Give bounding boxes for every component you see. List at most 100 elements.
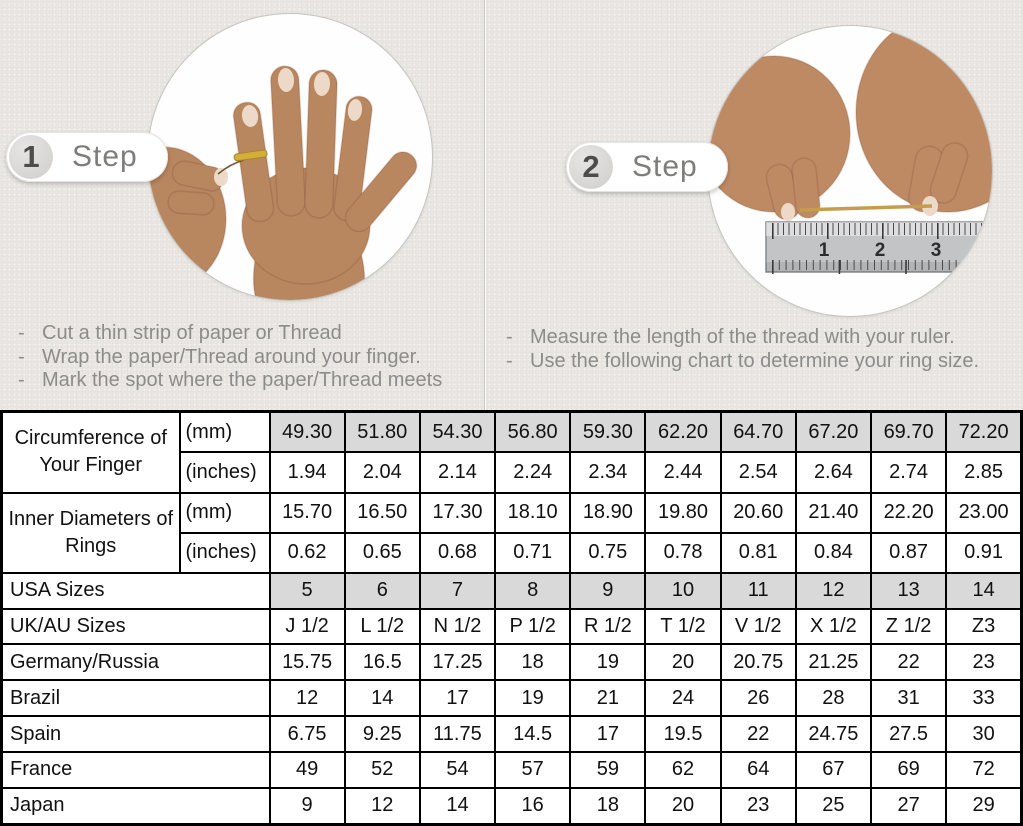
ruler-number: 1 (819, 240, 830, 261)
size-value: 20 (644, 643, 722, 682)
size-value: 28 (794, 679, 873, 718)
size-value: 9 (268, 786, 346, 826)
size-value: 24.75 (794, 715, 873, 754)
size-value: 27 (869, 786, 948, 826)
size-value: 23.00 (945, 491, 1023, 534)
size-value: 22 (869, 643, 948, 682)
row-label: USA Sizes (0, 571, 271, 610)
row-group-label: Circumference of Your Finger (0, 410, 181, 494)
size-value: 13 (869, 571, 948, 610)
bullet-dash: - (18, 345, 25, 368)
size-value: 14.5 (494, 715, 572, 754)
bullet-dash: - (18, 369, 25, 391)
size-value: 11 (719, 571, 797, 610)
size-value: 9 (569, 571, 647, 610)
table-row: (inches) 1.94 2.04 2.14 2.24 2.34 2.44 2.54 2.64… (2, 451, 1023, 494)
size-value: 20.60 (719, 491, 797, 534)
size-value: 8 (494, 571, 572, 610)
step2-label: Step (632, 150, 698, 183)
size-value: 59.30 (569, 410, 647, 454)
step1-label: Step (72, 140, 138, 173)
hands-measuring-ruler-illustration: 1 2 3 (708, 26, 992, 274)
size-value: 18 (569, 786, 647, 826)
hand-with-ring-illustration (148, 65, 418, 300)
unit-label: (inches) (178, 531, 271, 574)
size-value: 27.5 (869, 715, 948, 754)
size-value: 14 (418, 786, 497, 826)
size-value: 1.94 (268, 451, 346, 494)
size-value: 51.80 (343, 410, 421, 454)
size-value: 24 (644, 679, 722, 718)
size-value: 2.14 (418, 451, 497, 494)
size-value: 0.84 (794, 531, 873, 574)
size-value: 62 (644, 751, 722, 789)
size-value: 69.70 (869, 410, 948, 454)
row-label: Germany/Russia (0, 643, 271, 682)
size-value: 14 (343, 679, 421, 718)
step2-badge: 2 Step (566, 142, 728, 192)
size-value: 31 (869, 679, 948, 718)
row-group-label: Inner Diameters of Rings (0, 491, 181, 574)
size-value: 64.70 (719, 410, 797, 454)
size-value: 15.75 (268, 643, 346, 682)
size-value: 69 (869, 751, 948, 789)
row-label: UK/AU Sizes (0, 607, 271, 646)
unit-label: (mm) (178, 491, 271, 534)
size-value: X 1/2 (794, 607, 873, 646)
size-value: 21.40 (794, 491, 873, 534)
size-value: 0.71 (494, 531, 572, 574)
row-label: Spain (0, 715, 271, 754)
table-row: Inner Diameters of Rings (mm) 15.70 16.50 17… (0, 491, 1023, 574)
size-value: 17.30 (418, 491, 497, 534)
size-value: 19.80 (644, 491, 722, 534)
instructions-section: 1 2 3 1 Step 2 Step - Cut a thin strip of… (0, 0, 1023, 410)
size-value: 12 (343, 786, 421, 826)
instruction-bullet: - Measure the length of the thread with y… (506, 326, 979, 350)
bullet-text: Wrap the paper/Thread around your finger… (42, 345, 421, 368)
size-value: R 1/2 (569, 607, 647, 646)
size-value: 52 (343, 751, 421, 789)
size-value: 0.78 (644, 531, 722, 574)
size-value: 30 (945, 715, 1023, 754)
size-value: V 1/2 (719, 607, 797, 646)
size-value: 17 (418, 679, 497, 718)
step2-photo: 1 2 3 (707, 25, 993, 317)
size-value: 18.90 (569, 491, 647, 534)
instruction-bullet: - Mark the spot where the paper/Thread me… (18, 369, 442, 393)
ruler-number: 2 (875, 240, 886, 261)
size-value: 26 (719, 679, 797, 718)
size-value: 6 (343, 571, 421, 610)
size-value: 18 (494, 643, 572, 682)
size-value: 0.87 (869, 531, 948, 574)
size-value: 2.85 (945, 451, 1023, 494)
size-value: Z3 (945, 607, 1023, 646)
size-value: 7 (418, 571, 497, 610)
size-value: 21.25 (794, 643, 873, 682)
instruction-bullet: - Wrap the paper/Thread around your finge… (18, 346, 442, 370)
size-value: 49 (268, 751, 346, 789)
table-row: France 49 52 54 57 59 62 64 67 69 72 (0, 751, 1023, 789)
size-value: 2.74 (869, 451, 948, 494)
bullet-text: Use the following chart to determine you… (530, 349, 980, 372)
size-value: 0.68 (418, 531, 497, 574)
size-value: P 1/2 (494, 607, 572, 646)
size-value: 2.04 (343, 451, 421, 494)
gold-ring (233, 149, 268, 162)
bullet-text: Cut a thin strip of paper or Thread (42, 322, 342, 344)
ring-size-table: Circumference of Your Finger (mm) 49.30 51.… (0, 410, 1023, 826)
size-value: 33 (945, 679, 1023, 718)
size-value: 59 (569, 751, 647, 789)
step1-instructions: - Cut a thin strip of paper or Thread - Wra… (18, 322, 442, 393)
size-value: 16.50 (343, 491, 421, 534)
size-value: 49.30 (268, 410, 346, 454)
size-value: 16.5 (343, 643, 421, 682)
size-value: 12 (268, 679, 346, 718)
size-value: 18.10 (494, 491, 572, 534)
size-value: 62.20 (644, 410, 722, 454)
size-value: 0.75 (569, 531, 647, 574)
table-row: Spain 6.75 9.25 11.75 14.5 17 19.5 22 24.75 27.5 3… (0, 715, 1023, 754)
size-table-body: Circumference of Your Finger (mm) 49.30 51.… (0, 410, 1023, 826)
size-value: 2.54 (719, 451, 797, 494)
bullet-text: Measure the length of the thread with yo… (530, 326, 955, 348)
table-row: Germany/Russia 15.75 16.5 17.25 18 19 20 20.75 2… (0, 643, 1023, 682)
